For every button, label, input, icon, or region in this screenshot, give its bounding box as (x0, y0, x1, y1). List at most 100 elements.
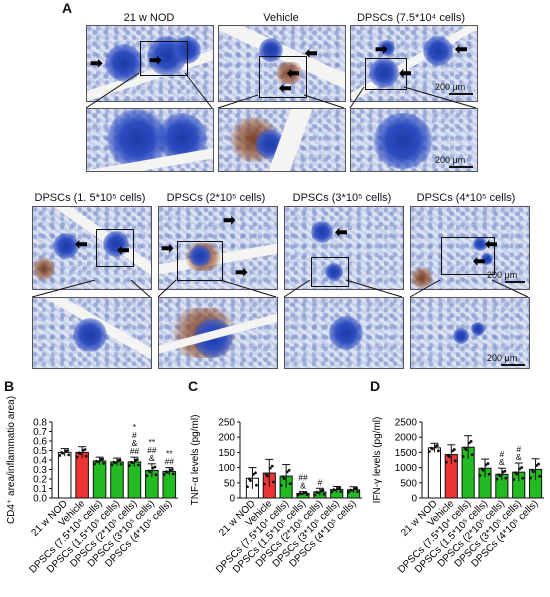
significance-mark: ## (130, 446, 140, 456)
data-point (119, 462, 123, 466)
arrow-icon: ➡ (223, 212, 236, 229)
data-point (153, 465, 157, 469)
y-tick-label: 50 (224, 478, 236, 489)
data-point (305, 493, 309, 497)
data-point (497, 473, 501, 477)
panel-label-c: C (188, 378, 199, 394)
arrow-icon: ⬅ (485, 236, 498, 253)
y-tick-label: 0.8 (33, 418, 47, 429)
inset-box (96, 229, 134, 267)
data-point (503, 469, 507, 473)
data-point (520, 466, 524, 469)
significance-mark: & (516, 452, 522, 462)
bar-chart-d: IFN-γ levels (pg/ml) 0 500 1000 1500 2000 2500… (372, 417, 544, 576)
panel-label-a: A (62, 0, 73, 16)
y-tick-label: 2000 (395, 433, 418, 444)
data-point (137, 463, 140, 467)
y-tick-label: 1000 (395, 463, 418, 474)
histology-image-dpscs-4e5: ⬅ ⬅ 200 μm (410, 206, 530, 290)
title-dpscs-3e5: DPSCs (3*10⁵ cells) (292, 192, 392, 204)
data-point (298, 492, 302, 495)
data-point (339, 490, 343, 493)
data-point (478, 474, 482, 477)
data-point (321, 488, 325, 492)
arrow-icon: ⬅ (287, 65, 300, 82)
significance-mark: & (499, 457, 505, 467)
data-point (254, 471, 257, 475)
data-point (271, 480, 275, 484)
data-point (264, 472, 268, 476)
significance-mark: # (516, 444, 521, 454)
data-point (521, 476, 525, 480)
y-tick-label: 0.6 (33, 437, 47, 448)
data-point (470, 453, 474, 457)
scale-bar-label: 200 μm (487, 270, 518, 280)
data-point (437, 449, 440, 453)
data-point (60, 451, 64, 455)
significance-mark: # (499, 449, 504, 459)
arrow-icon: ⬅ (455, 41, 468, 58)
data-point (529, 476, 532, 480)
data-point (428, 450, 431, 453)
data-point (164, 470, 168, 474)
data-point (512, 478, 516, 481)
data-point (67, 453, 71, 457)
data-point (463, 446, 467, 450)
data-point (514, 471, 518, 475)
histology-image-dpscs-1-5e5: ⬅ ⬅ (32, 206, 152, 290)
y-tick-label: 200 (218, 433, 235, 444)
arrow-icon: ➡ (149, 52, 162, 69)
data-point (246, 485, 249, 489)
bar (92, 460, 107, 499)
histology-image-dpscs-2e5: ➡ ➡ ➡ (158, 206, 278, 290)
data-point (518, 467, 522, 471)
scale-bar-label: 200 μm (487, 353, 518, 363)
data-point (535, 464, 538, 467)
data-point (446, 453, 450, 457)
data-point (349, 488, 352, 492)
y-tick-label: 0.3 (33, 465, 47, 476)
histology-inset-dpscs-7-5e4: 200 μm (350, 108, 478, 172)
arrow-icon: ➡ (161, 240, 174, 257)
data-point (486, 462, 490, 465)
y-tick-label: 0.7 (33, 427, 47, 438)
inset-connector-lines (85, 72, 477, 109)
data-point (461, 455, 465, 458)
histology-image-21w-nod: ➡ ➡ (86, 25, 214, 102)
data-point (268, 466, 272, 470)
inset-connector-lines-bottom (31, 280, 529, 298)
data-point (252, 472, 255, 476)
y-axis-label: IFN-γ levels (pg/ml) (372, 417, 383, 504)
y-tick-label: 0 (229, 494, 235, 505)
data-point (288, 482, 292, 486)
y-tick-label: 2500 (395, 418, 418, 429)
inset-box (140, 41, 188, 76)
significance-mark: # (132, 430, 137, 440)
data-point (504, 476, 508, 480)
y-tick-label: 500 (400, 478, 417, 489)
data-point (147, 469, 151, 473)
data-point (128, 464, 131, 468)
data-point (285, 470, 289, 474)
data-point (287, 468, 291, 472)
data-point (313, 493, 317, 497)
data-point (487, 472, 491, 476)
data-point (330, 490, 334, 494)
data-point (452, 448, 456, 451)
bar-chart-b: CD4⁺ area/inflammatio area) 0.00.10.20.30… (6, 396, 178, 576)
data-point (248, 477, 251, 481)
histology-image-vehicle: ⬅ ⬅ ⬅ (218, 25, 346, 102)
panel-label-d: D (370, 378, 381, 394)
histology-inset-dpscs-1-5e5 (32, 297, 152, 369)
data-point (355, 486, 358, 490)
data-point (322, 492, 326, 496)
title-dpscs-7-5e4: DPSCs (7.5*10⁴ cells) (356, 12, 466, 24)
data-point (469, 439, 473, 443)
y-tick-label: 0.1 (33, 484, 47, 495)
data-point (467, 441, 471, 445)
title-vehicle: Vehicle (263, 12, 299, 24)
data-point (480, 467, 484, 471)
data-point (118, 458, 122, 462)
histology-image-dpscs-7-5e4: ➡ ⬅ ⬅ 200 μm (350, 25, 478, 102)
